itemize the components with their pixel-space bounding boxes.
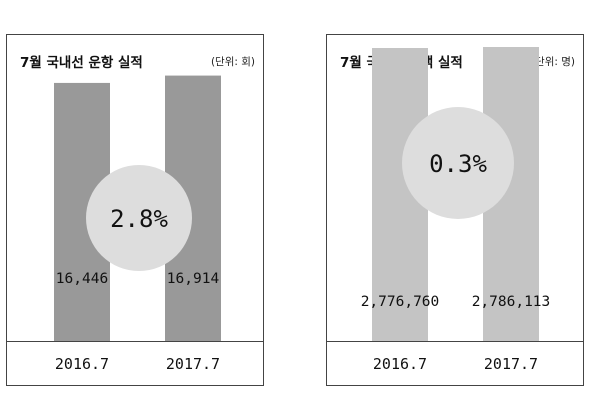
growth-label: 0.3% bbox=[429, 150, 487, 178]
x-tick-label: 2016.7 bbox=[373, 355, 427, 373]
value-label: 2,786,113 bbox=[472, 294, 551, 310]
passengers-bar-chart: 2,776,760 2,786,113 0.3% 2016.7 2017.7 bbox=[361, 47, 551, 373]
axis-divider bbox=[7, 341, 263, 342]
value-label: 16,446 bbox=[56, 271, 108, 287]
chart-unit: (단위: 회) bbox=[210, 56, 255, 68]
flights-chart-panel: 7월 국내선 운항 실적 (단위: 회) 16,446 16,914 2.8% 201… bbox=[6, 34, 264, 386]
growth-bubble bbox=[402, 107, 514, 219]
x-tick-label: 2017.7 bbox=[484, 355, 538, 373]
flights-bar-chart: 16,446 16,914 2.8% 2016.7 2017.7 bbox=[54, 75, 221, 373]
x-tick-label: 2016.7 bbox=[55, 355, 109, 373]
growth-bubble bbox=[86, 165, 192, 271]
value-label: 16,914 bbox=[167, 271, 220, 287]
value-label: 2,776,760 bbox=[361, 294, 440, 310]
chart-title: 7월 국내선 운항 실적 bbox=[20, 55, 143, 71]
passengers-chart-panel: 7월 국내선 여객 실적 (단위: 명) 2,776,7602,786,1130… bbox=[326, 34, 584, 386]
chart-unit: (단위: 명) bbox=[530, 56, 575, 68]
axis-divider bbox=[327, 341, 583, 342]
growth-label: 2.8% bbox=[110, 205, 168, 233]
x-tick-label: 2017.7 bbox=[166, 355, 220, 373]
